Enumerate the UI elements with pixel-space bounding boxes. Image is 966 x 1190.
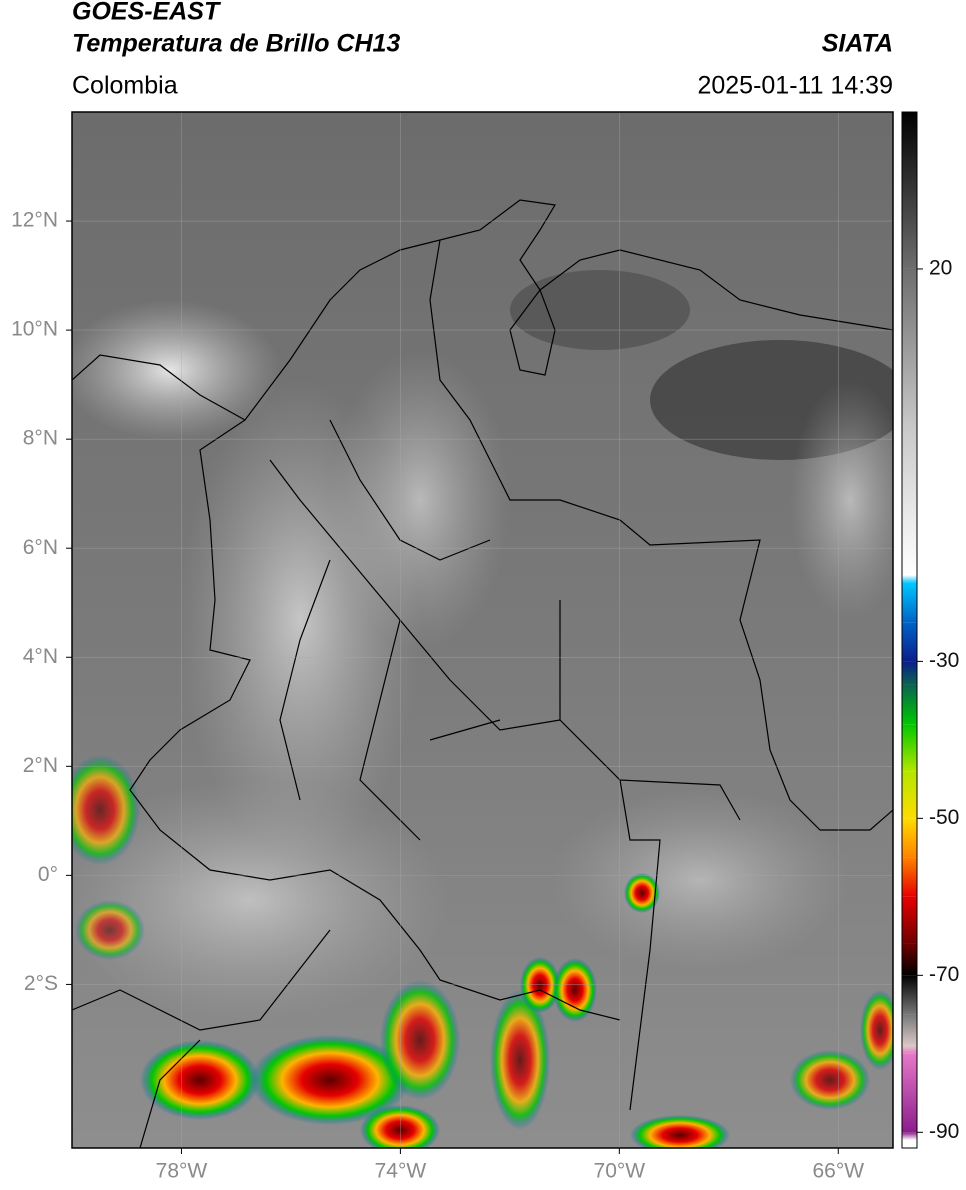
satellite-image: [72, 112, 893, 1148]
colorbar-segment: [902, 112, 917, 269]
cloud: [550, 790, 850, 970]
cloud: [72, 300, 280, 440]
storm: [140, 1040, 260, 1120]
storm: [624, 873, 660, 913]
cloud: [72, 780, 450, 1020]
colorbar-tick-label: 20: [929, 257, 952, 280]
colorbar-segment: [902, 1140, 917, 1148]
colorbar-frame: [901, 111, 918, 1149]
colorbar-segment: [902, 771, 917, 819]
lat-tick-label: 8°N: [23, 427, 58, 450]
storm: [380, 980, 460, 1100]
ecuador-peru-border: [72, 929, 331, 1148]
colorbar-tick-label: -50: [929, 806, 959, 829]
storm: [630, 1115, 730, 1148]
colorbar-segment: [902, 1053, 917, 1133]
colorbar-segment: [902, 684, 917, 725]
lon-tick-label: 66°W: [812, 1160, 864, 1183]
department-borders: [269, 419, 561, 841]
lat-tick-label: 10°N: [11, 318, 58, 341]
colombia-border: [129, 419, 621, 1021]
colorbar: 20 -30 -50 -70 -90: [901, 111, 959, 1149]
lat-tick-label: 12°N: [11, 209, 58, 232]
lat-tick-label: 6°N: [23, 536, 58, 559]
storm: [790, 1050, 870, 1110]
warm-area: [510, 270, 690, 350]
map-frame: [71, 111, 894, 1149]
lat-tick-label: 4°N: [23, 645, 58, 668]
storm: [553, 958, 597, 1022]
colorbar-tick-label: -30: [929, 649, 959, 672]
internal-border: [559, 600, 741, 1111]
lat-tick-label: 0°: [38, 863, 58, 886]
venezuela-border: [429, 239, 893, 831]
colorbar-segment: [902, 724, 917, 772]
lon-tick-label: 70°W: [594, 1160, 646, 1183]
colorbar-segment: [902, 582, 917, 623]
storm: [75, 900, 145, 960]
storm: [490, 990, 550, 1130]
colorbar-segment: [902, 1045, 917, 1054]
colorbar-segment: [902, 857, 917, 897]
cloud: [790, 380, 893, 620]
colorbar-tick-label: -90: [929, 1120, 959, 1143]
colorbar-segment: [902, 622, 917, 662]
lon-tick-label: 78°W: [156, 1160, 208, 1183]
borders: [72, 199, 893, 1148]
colorbar-segment: [902, 575, 917, 583]
datetime: 2025-01-11 14:39: [697, 72, 893, 100]
source: SIATA: [822, 30, 893, 58]
lat-tick-label: 2°S: [24, 972, 58, 995]
storm: [72, 755, 140, 865]
product: Temperatura de Brillo CH13: [72, 30, 400, 58]
colorbar-segment: [902, 661, 917, 685]
region: Colombia: [72, 72, 178, 100]
lat-tick-label: 2°N: [23, 754, 58, 777]
colorbar-segment: [902, 975, 917, 1015]
colorbar-segment: [902, 943, 917, 976]
colorbar-tick-label: -70: [929, 963, 959, 986]
storm: [860, 990, 893, 1070]
storm: [360, 1105, 440, 1148]
colorbar-segment: [902, 896, 917, 944]
cloud: [330, 350, 510, 650]
grid: [72, 112, 893, 1148]
colorbar-segment: [902, 818, 917, 858]
storm: [520, 957, 560, 1013]
colorbar-segment: [902, 1014, 917, 1046]
colorbar-segment: [902, 1132, 917, 1141]
storm: [250, 1035, 410, 1125]
colorbar-segment: [902, 425, 917, 576]
coastline: [72, 199, 893, 421]
colorbar-segment: [902, 268, 917, 426]
lon-tick-label: 74°W: [375, 1160, 427, 1183]
satellite: GOES-EAST: [72, 0, 222, 26]
